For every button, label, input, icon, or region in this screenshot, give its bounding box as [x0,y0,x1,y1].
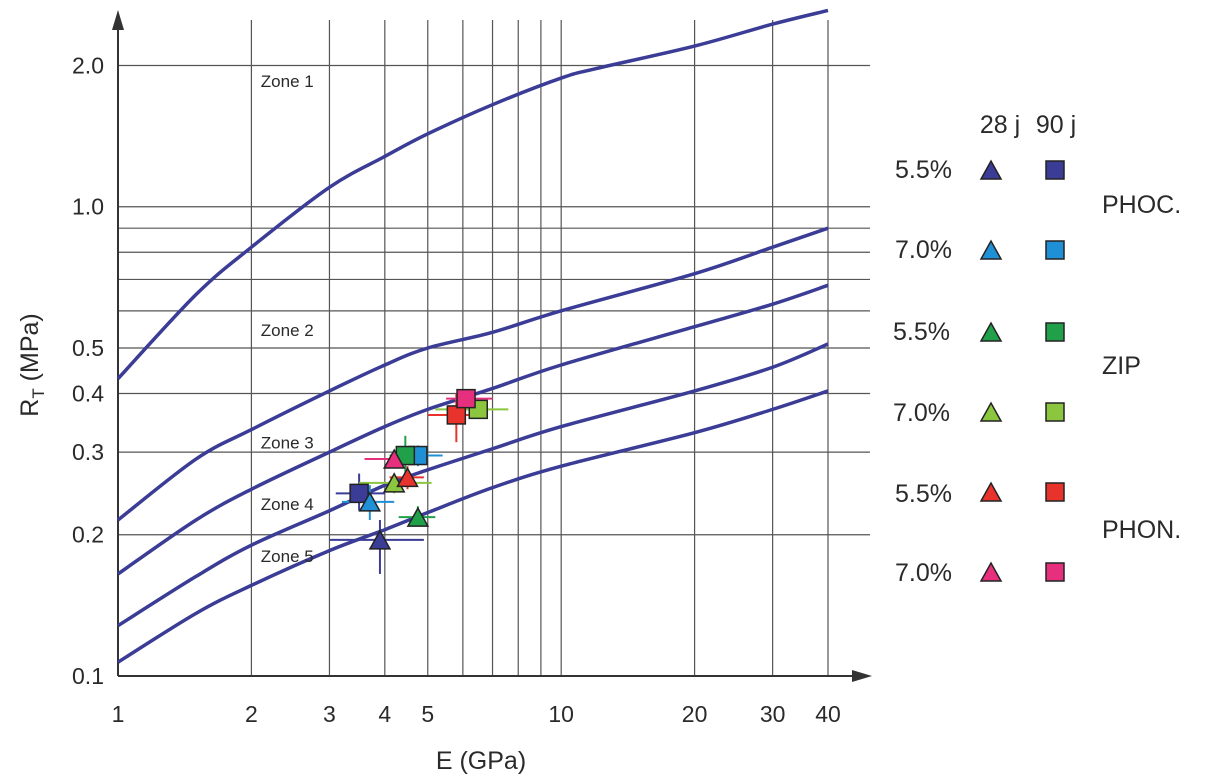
x-axis-title: E (GPa) [436,747,526,775]
grid-lines [118,20,870,676]
legend-symbol-triangle [979,321,1003,342]
data-point-triangle [368,529,392,550]
y-tick-label: 0.2 [72,522,104,548]
x-tick-label: 2 [245,701,258,727]
legend-symbol-square [1045,322,1065,342]
zone-boundary-curve [117,283,829,576]
y-axis-title: RT (MPa) [16,313,48,416]
legend-row-percent: 5.5% [895,480,952,508]
legend: 28 j 90 j 5.5% 7.0% 5.5% 7.0% 5.5% 7.0% … [893,111,1181,587]
legend-header-28j: 28 j [980,111,1020,139]
data-point-triangle [406,506,430,527]
legend-symbol-square [1045,240,1065,260]
zone-boundary-curve [116,8,829,380]
legend-symbol-triangle [979,561,1003,582]
legend-symbol-triangle [979,401,1003,422]
zone-boundary-curves [116,8,829,664]
zone-boundary-curve [117,389,829,664]
legend-symbol-triangle [979,481,1003,502]
y-tick-label: 0.4 [72,380,104,406]
data-point-triangle [396,466,419,488]
legend-symbol-square [1045,482,1065,502]
y-axis-title-tail: (MPa) [16,313,44,388]
x-tick-label: 30 [760,701,786,727]
y-tick-label: 0.3 [72,439,104,465]
x-tick-label: 20 [682,701,708,727]
x-tick-label: 3 [323,701,336,727]
zone-label: Zone 1 [261,72,314,91]
y-tick-label: 1.0 [72,194,104,220]
axes [112,10,872,682]
legend-row-percent: 5.5% [895,156,952,184]
zone-boundary-curve [116,226,829,522]
x-tick-label: 40 [815,701,841,727]
y-tick-label: 0.5 [72,335,104,361]
x-axis-arrowhead [852,670,872,682]
zone-labels: Zone 1 Zone 2 Zone 3 Zone 4 Zone 5 [261,72,314,566]
x-tick-label: 5 [421,701,434,727]
zone-label: Zone 2 [261,321,314,340]
legend-group-phon: PHON. [1102,516,1181,544]
y-axis-arrowhead [112,10,124,30]
legend-row-percent: 5.5% [893,318,950,346]
legend-symbol-square [1045,562,1065,582]
legend-symbol-triangle [979,159,1003,180]
legend-symbol-square [1045,160,1065,180]
data-point-square [349,483,369,504]
y-tick-label: 2.0 [72,52,104,78]
legend-group-phoc: PHOC. [1102,191,1181,219]
x-tick-label: 1 [112,701,125,727]
y-axis-title-subscript: T [29,388,48,398]
data-markers [349,388,489,550]
zone-label: Zone 5 [261,547,314,566]
x-tick-label: 10 [548,701,574,727]
tick-labels: 1 2 3 4 5 10 20 30 40 0.1 0.2 0.3 0.4 0.5 1.0 2.0 [72,52,841,727]
legend-row-percent: 7.0% [895,236,952,264]
legend-row-percent: 7.0% [893,399,950,427]
zone-boundary-curve [117,342,829,628]
zone-label: Zone 3 [261,434,314,453]
y-tick-label: 0.1 [72,663,104,689]
legend-group-zip: ZIP [1102,352,1141,380]
y-axis-title-main: R [16,399,44,417]
data-point-triangle [382,448,406,469]
legend-header-90j: 90 j [1036,111,1076,139]
legend-row-percent: 7.0% [895,559,952,587]
data-point-square [456,388,476,409]
x-tick-label: 4 [378,701,391,727]
legend-symbol-square [1045,402,1065,422]
data-point-triangle [358,491,382,512]
zone-label: Zone 4 [261,495,314,514]
data-point-square [446,405,467,425]
legend-symbol-triangle [979,239,1003,260]
